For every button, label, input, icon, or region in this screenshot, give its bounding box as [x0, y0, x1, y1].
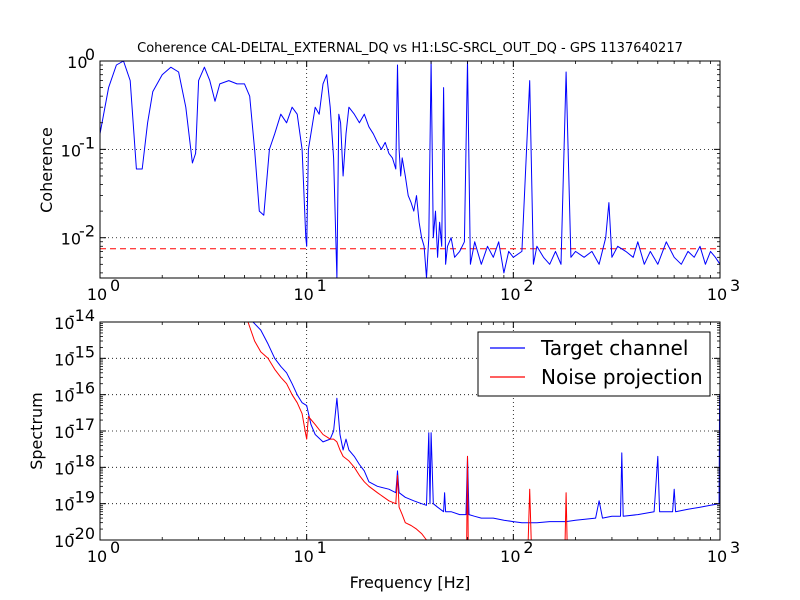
- y-tick-label-exponent: -17: [69, 415, 95, 434]
- x-tick-label: 10: [87, 285, 107, 304]
- y-tick-label: 10: [54, 314, 74, 333]
- y-tick-label: 10: [54, 459, 74, 478]
- x-tick-label: 10: [293, 285, 313, 304]
- y-tick-label-exponent: -16: [69, 379, 95, 398]
- series-line-coherence: [99, 60, 721, 279]
- spectrum-x-axis-label: Frequency [Hz]: [350, 573, 471, 592]
- y-tick-label-exponent: -15: [69, 342, 95, 361]
- y-tick-label: 10: [54, 350, 74, 369]
- x-tick-label: 10: [500, 547, 520, 566]
- y-tick-label: 10: [54, 496, 74, 515]
- y-tick-label: 10: [54, 532, 74, 551]
- x-tick-label-exponent: 3: [730, 538, 740, 557]
- legend-box: [477, 331, 711, 397]
- x-tick-label: 10: [293, 547, 313, 566]
- y-tick-label-exponent: -19: [69, 488, 95, 507]
- y-tick-label: 10: [54, 387, 74, 406]
- legend-noise-label: Noise projection: [541, 365, 703, 389]
- y-tick-label: 10: [61, 141, 81, 160]
- x-tick-label-exponent: 2: [523, 276, 533, 295]
- y-tick-label-exponent: -2: [79, 222, 95, 241]
- y-tick-label-exponent: -1: [79, 133, 95, 152]
- x-tick-label-exponent: 2: [523, 538, 533, 557]
- y-tick-label: 10: [54, 423, 74, 442]
- spectrum-panel: 10 0 10 1 10 2 10 310-2010-1910-1810-1710-1610-…: [27, 306, 740, 592]
- x-tick-label: 10: [707, 547, 727, 566]
- coherence-plot-area: [99, 60, 721, 279]
- y-tick-label-exponent: 0: [85, 45, 95, 64]
- spectrum-y-axis-label: Spectrum: [27, 392, 46, 470]
- y-tick-label-exponent: -18: [69, 451, 95, 470]
- coherence-axes-frame: [99, 60, 721, 279]
- x-tick-label-exponent: 0: [110, 276, 120, 295]
- x-tick-label-exponent: 1: [317, 538, 327, 557]
- x-tick-label: 10: [707, 285, 727, 304]
- legend: Target channel Noise projection: [477, 331, 711, 397]
- legend-target-label: Target channel: [540, 336, 688, 360]
- chart-title: Coherence CAL-DELTAL_EXTERNAL_DQ vs H1:L…: [137, 41, 683, 56]
- y-tick-label-exponent: -14: [69, 306, 95, 325]
- x-tick-label-exponent: 1: [317, 276, 327, 295]
- x-tick-label-exponent: 3: [730, 276, 740, 295]
- spectrum-ticks: 10 0 10 1 10 2 10 310-2010-1910-1810-1710-1610-…: [54, 306, 740, 566]
- x-tick-label: 10: [87, 547, 107, 566]
- y-tick-label: 10: [61, 230, 81, 249]
- coherence-y-axis-label: Coherence: [37, 127, 56, 213]
- series-line-target: [252, 321, 721, 524]
- x-tick-label: 10: [500, 285, 520, 304]
- y-tick-label-exponent: -20: [69, 524, 95, 543]
- x-tick-label-exponent: 0: [110, 538, 120, 557]
- spectrum-axes-frame: [99, 321, 721, 541]
- y-tick-label: 10: [67, 53, 87, 72]
